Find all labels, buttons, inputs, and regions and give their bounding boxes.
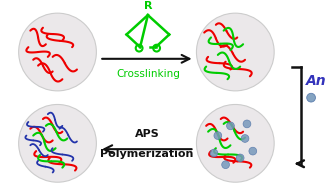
Circle shape bbox=[226, 122, 234, 130]
Text: Crosslinking: Crosslinking bbox=[116, 69, 180, 79]
Circle shape bbox=[214, 132, 222, 139]
Circle shape bbox=[243, 120, 251, 128]
Text: APS: APS bbox=[134, 129, 159, 139]
Text: Polymerization: Polymerization bbox=[100, 149, 194, 159]
Circle shape bbox=[249, 147, 257, 155]
Text: R: R bbox=[144, 1, 152, 11]
Circle shape bbox=[307, 93, 315, 102]
Circle shape bbox=[197, 105, 274, 182]
Circle shape bbox=[19, 105, 96, 182]
Circle shape bbox=[222, 161, 229, 169]
Circle shape bbox=[210, 149, 218, 157]
Circle shape bbox=[236, 154, 244, 162]
Text: An: An bbox=[306, 74, 327, 88]
Circle shape bbox=[241, 135, 249, 142]
Circle shape bbox=[19, 13, 96, 91]
Circle shape bbox=[197, 13, 274, 91]
